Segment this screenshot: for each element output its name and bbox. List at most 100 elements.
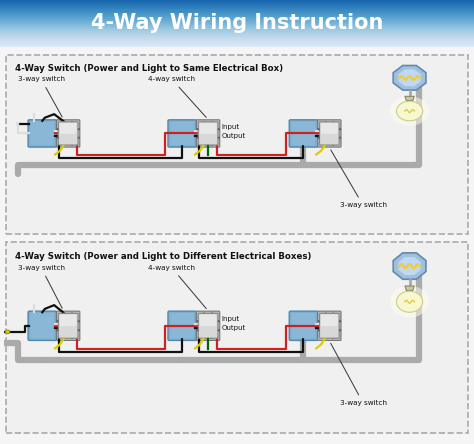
FancyBboxPatch shape	[292, 122, 315, 145]
Circle shape	[210, 144, 213, 146]
Circle shape	[339, 329, 341, 331]
Circle shape	[332, 337, 334, 339]
Text: 4-Way Switch (Power and Light to Same Electrical Box): 4-Way Switch (Power and Light to Same El…	[16, 64, 283, 74]
Circle shape	[203, 337, 206, 339]
FancyBboxPatch shape	[60, 123, 77, 134]
FancyBboxPatch shape	[30, 313, 54, 339]
Circle shape	[56, 321, 58, 322]
FancyBboxPatch shape	[289, 311, 318, 341]
FancyBboxPatch shape	[319, 313, 339, 338]
FancyBboxPatch shape	[196, 311, 220, 341]
Circle shape	[71, 313, 73, 315]
Text: Input: Input	[221, 124, 239, 130]
Circle shape	[203, 313, 206, 315]
Circle shape	[78, 321, 80, 322]
Circle shape	[210, 121, 213, 123]
Circle shape	[339, 137, 341, 138]
FancyBboxPatch shape	[56, 120, 80, 147]
Text: 3-way switch: 3-way switch	[18, 76, 65, 117]
Text: 4-way switch: 4-way switch	[148, 76, 206, 117]
Circle shape	[210, 313, 213, 315]
FancyBboxPatch shape	[168, 120, 196, 147]
Circle shape	[71, 337, 73, 339]
Polygon shape	[398, 257, 421, 275]
Circle shape	[339, 321, 341, 322]
Circle shape	[63, 121, 65, 123]
Text: 4-way switch: 4-way switch	[148, 265, 206, 309]
Text: 3-way switch: 3-way switch	[331, 150, 387, 208]
Circle shape	[56, 329, 58, 331]
FancyBboxPatch shape	[58, 313, 78, 338]
FancyBboxPatch shape	[30, 122, 54, 145]
Circle shape	[218, 137, 219, 138]
FancyBboxPatch shape	[196, 120, 220, 147]
Text: 3-way switch: 3-way switch	[18, 265, 65, 308]
Text: Output: Output	[221, 133, 246, 139]
FancyBboxPatch shape	[6, 55, 468, 234]
Circle shape	[210, 337, 213, 339]
FancyBboxPatch shape	[200, 314, 217, 326]
Circle shape	[324, 337, 327, 339]
FancyBboxPatch shape	[28, 311, 56, 341]
Circle shape	[218, 321, 219, 322]
Polygon shape	[393, 253, 426, 279]
Circle shape	[218, 329, 219, 331]
FancyBboxPatch shape	[28, 120, 56, 147]
Circle shape	[390, 286, 429, 317]
Circle shape	[63, 337, 65, 339]
FancyBboxPatch shape	[56, 311, 80, 341]
Circle shape	[332, 313, 334, 315]
Circle shape	[397, 101, 423, 121]
FancyBboxPatch shape	[58, 122, 78, 145]
Polygon shape	[398, 69, 421, 86]
Circle shape	[71, 144, 73, 146]
Circle shape	[339, 129, 341, 130]
Polygon shape	[393, 66, 426, 90]
Circle shape	[63, 144, 65, 146]
FancyBboxPatch shape	[198, 313, 218, 338]
Circle shape	[63, 313, 65, 315]
FancyBboxPatch shape	[60, 314, 77, 326]
Circle shape	[390, 96, 429, 126]
Circle shape	[318, 321, 319, 322]
Circle shape	[78, 137, 80, 138]
FancyBboxPatch shape	[292, 313, 315, 339]
FancyBboxPatch shape	[170, 313, 194, 339]
Circle shape	[203, 144, 206, 146]
FancyBboxPatch shape	[318, 120, 341, 147]
Text: 4-Way Wiring Instruction: 4-Way Wiring Instruction	[91, 13, 383, 33]
Circle shape	[397, 291, 423, 312]
Text: 4-Way Switch (Power and Light to Different Electrical Boxes): 4-Way Switch (Power and Light to Differe…	[16, 252, 312, 261]
FancyBboxPatch shape	[168, 311, 196, 341]
FancyBboxPatch shape	[6, 242, 468, 433]
Circle shape	[332, 121, 334, 123]
Circle shape	[78, 129, 80, 130]
Circle shape	[318, 137, 319, 138]
FancyBboxPatch shape	[318, 311, 341, 341]
Circle shape	[197, 137, 198, 138]
Circle shape	[324, 121, 327, 123]
Circle shape	[197, 329, 198, 331]
Circle shape	[203, 121, 206, 123]
Text: 3-way switch: 3-way switch	[331, 343, 387, 406]
Text: Output: Output	[221, 325, 246, 331]
Circle shape	[78, 329, 80, 331]
FancyBboxPatch shape	[321, 314, 338, 326]
Circle shape	[218, 129, 219, 130]
FancyBboxPatch shape	[319, 122, 339, 145]
Circle shape	[56, 137, 58, 138]
Circle shape	[5, 330, 10, 334]
Circle shape	[318, 329, 319, 331]
Circle shape	[324, 144, 327, 146]
Circle shape	[71, 121, 73, 123]
Circle shape	[332, 144, 334, 146]
FancyBboxPatch shape	[321, 123, 338, 134]
Text: Input: Input	[221, 316, 239, 322]
Circle shape	[56, 129, 58, 130]
FancyBboxPatch shape	[289, 120, 318, 147]
Circle shape	[197, 129, 198, 130]
Circle shape	[197, 321, 198, 322]
Circle shape	[318, 129, 319, 130]
Circle shape	[324, 313, 327, 315]
Polygon shape	[405, 286, 414, 290]
